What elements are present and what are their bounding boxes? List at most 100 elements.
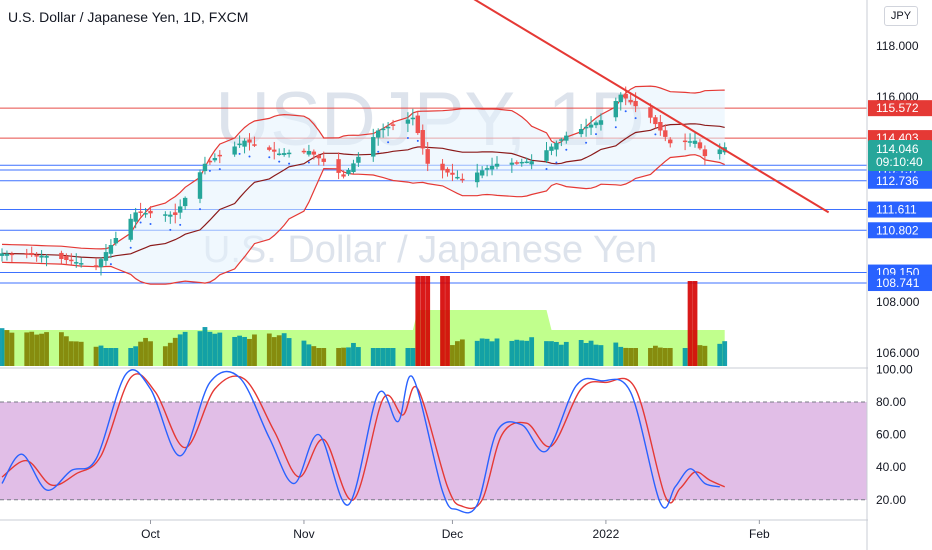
- candle-body: [623, 93, 628, 99]
- candle-body: [658, 121, 663, 131]
- volume-bar: [544, 341, 549, 366]
- volume-bar: [682, 348, 688, 366]
- candle-body: [286, 152, 292, 155]
- volume-bar: [271, 337, 277, 366]
- volume-bar: [351, 342, 356, 366]
- volume-bar: [336, 348, 341, 366]
- candle-body: [178, 206, 183, 213]
- candle-body: [385, 126, 391, 129]
- candle-body: [687, 141, 693, 143]
- sar-dot: [545, 167, 548, 170]
- sar-dot: [149, 223, 152, 226]
- sar-dot: [208, 169, 211, 172]
- candle-body: [410, 117, 416, 120]
- volume-bar: [623, 347, 629, 366]
- volume-bar: [529, 337, 535, 366]
- sar-dot: [555, 161, 558, 164]
- sar-dot: [248, 155, 251, 158]
- candle-body: [341, 174, 346, 177]
- candle-body: [93, 265, 99, 267]
- volume-average-area: [2, 310, 725, 366]
- candle-body: [79, 263, 84, 265]
- sar-dot: [614, 126, 617, 129]
- volume-bar: [29, 331, 35, 366]
- candle-body: [306, 150, 312, 155]
- sar-dot: [654, 133, 657, 136]
- price-tick-label: 106.000: [876, 346, 920, 360]
- candle-body: [425, 149, 430, 164]
- currency-button[interactable]: JPY: [884, 6, 918, 26]
- chart-title: U.S. Dollar / Japanese Yen, 1D, FXCM: [6, 8, 251, 26]
- candle-body: [544, 150, 549, 161]
- candle-body: [559, 139, 564, 141]
- volume-bar: [242, 336, 247, 366]
- volume-bar: [128, 348, 134, 366]
- candle-body: [564, 135, 569, 141]
- candle-body: [163, 214, 168, 216]
- candle-body: [583, 126, 589, 129]
- volume-bar: [266, 333, 272, 366]
- candle-body: [59, 252, 64, 259]
- volume-bar: [380, 348, 386, 366]
- volume-bar: [34, 334, 40, 366]
- volume-bar: [598, 345, 604, 366]
- candle-body: [44, 255, 49, 258]
- candle-body: [148, 210, 153, 214]
- candle-body: [4, 253, 10, 256]
- candle-body: [529, 161, 534, 165]
- volume-bar: [519, 340, 525, 366]
- current-price-tag: [868, 140, 932, 171]
- volume-bar: [113, 348, 119, 366]
- candle-body: [376, 130, 381, 138]
- bollinger-upper: [1, 85, 725, 250]
- volume-bar: [78, 341, 84, 366]
- level-label: 115.572: [876, 101, 919, 115]
- sar-dot: [624, 110, 627, 113]
- trendline[interactable]: [403, 0, 830, 214]
- volume-bar: [375, 348, 381, 366]
- volume-bar: [662, 348, 668, 366]
- oscillator-tick-label: 80.00: [876, 395, 906, 409]
- level-label-bg: [868, 172, 932, 189]
- volume-bar: [370, 348, 376, 366]
- volume-bar: [613, 342, 619, 366]
- volume-bar: [474, 340, 480, 366]
- bollinger-fill: [2, 86, 725, 285]
- candle-body: [494, 163, 500, 167]
- oscillator-lines: [0, 369, 867, 514]
- candle-body: [554, 142, 559, 150]
- volume-bar: [93, 346, 99, 366]
- candle-body: [316, 155, 321, 159]
- volume-bar: [455, 341, 460, 366]
- volume-bar: [9, 332, 15, 366]
- candle-body: [29, 252, 34, 256]
- volume-bar: [514, 339, 520, 366]
- time-axis[interactable]: Oct Nov Dec 2022 Feb: [141, 520, 770, 541]
- candle-body: [682, 140, 688, 143]
- level-label: 108.741: [876, 276, 920, 290]
- candle-body: [252, 144, 257, 146]
- sar-dot: [169, 228, 172, 231]
- candle-body: [618, 94, 623, 103]
- candle-body: [108, 245, 114, 254]
- oscillator-tick-label: 60.00: [876, 428, 906, 442]
- candle-body: [445, 168, 450, 173]
- candle-body: [0, 253, 5, 256]
- volume-bar: [24, 332, 30, 366]
- volume-bar: [73, 341, 79, 366]
- volume-bar: [697, 345, 703, 366]
- sar-dot: [129, 246, 132, 249]
- candle-body: [479, 170, 485, 176]
- candle-body: [489, 165, 495, 170]
- volume-bar: [593, 344, 599, 366]
- candle-body: [440, 163, 445, 171]
- candle-body: [212, 158, 218, 161]
- volume-bar: [420, 276, 426, 366]
- volume-bar: [212, 333, 218, 366]
- candle-body: [128, 218, 133, 240]
- sar-dot: [595, 133, 597, 136]
- volume-bar: [459, 339, 465, 366]
- time-tick-label: Feb: [749, 527, 770, 541]
- candle-body: [301, 150, 307, 153]
